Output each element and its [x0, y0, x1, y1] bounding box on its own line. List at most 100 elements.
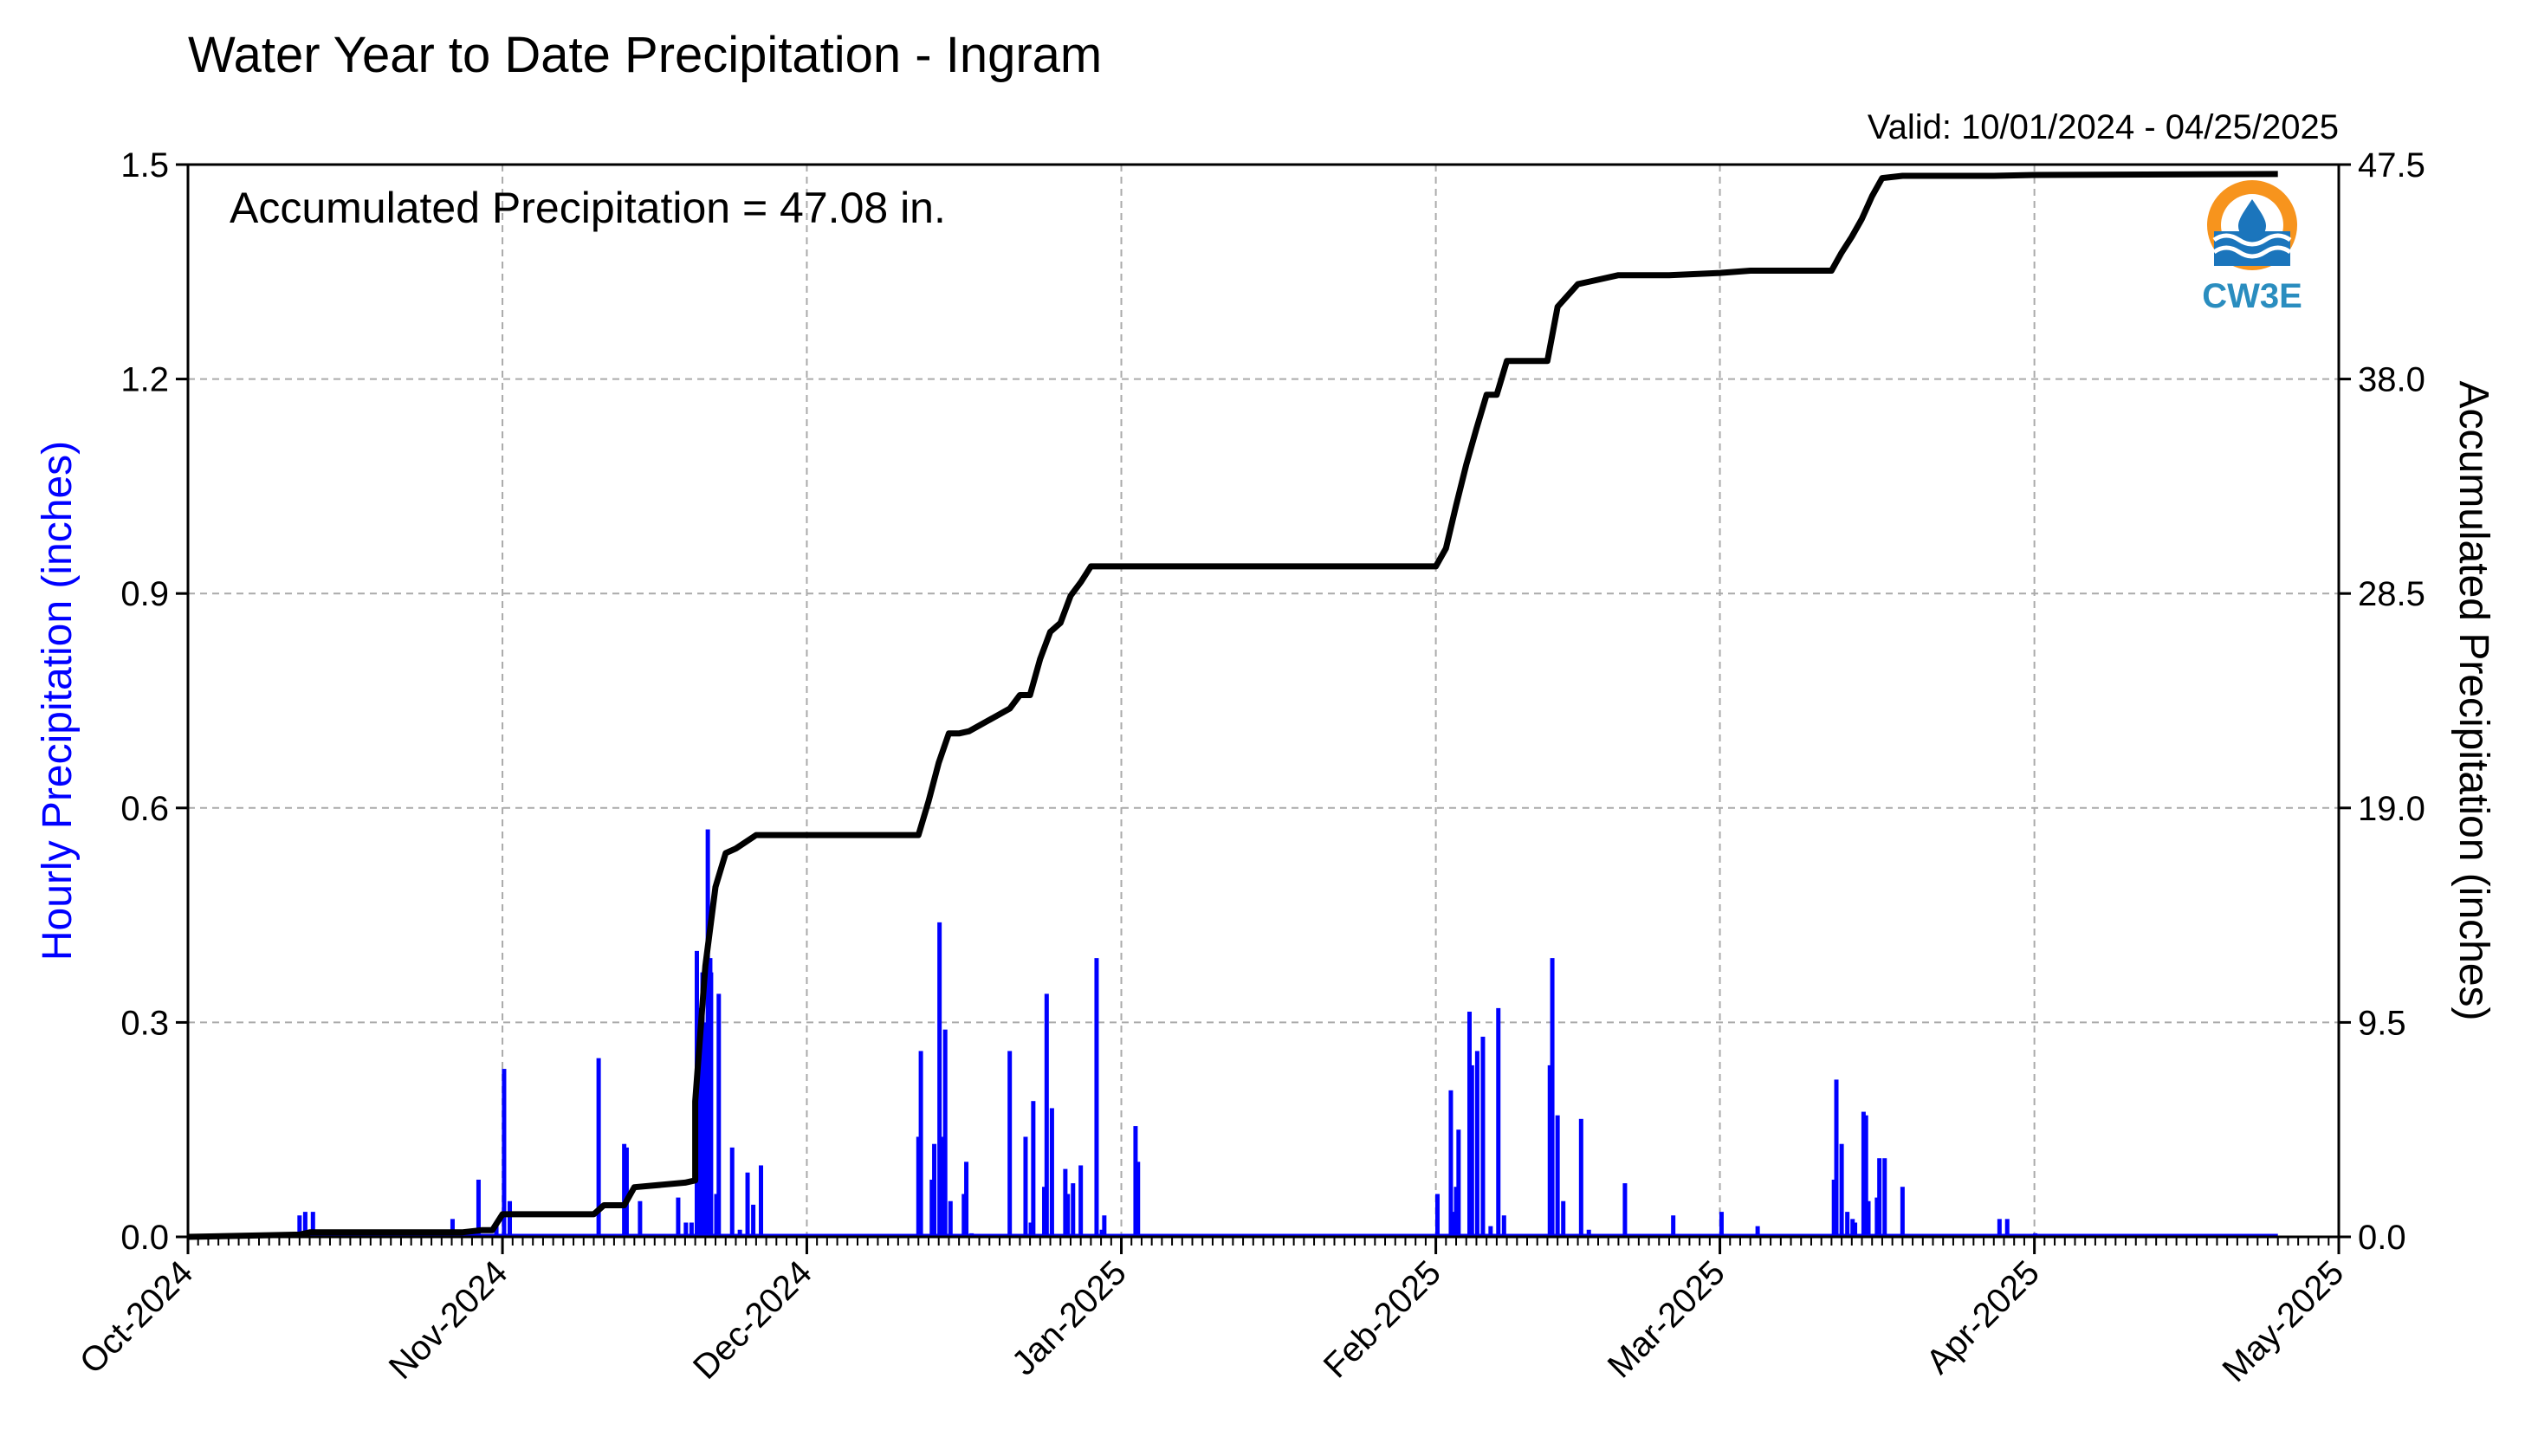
precip-bar [1845, 1212, 1850, 1237]
precip-bar [1094, 958, 1099, 1237]
accumulated-precip-line [187, 171, 2278, 1240]
precip-bar [1586, 1229, 1591, 1237]
precip-bar [702, 1022, 708, 1237]
precip-bar [1453, 1187, 1459, 1237]
precip-bar [1866, 1200, 1871, 1237]
right-axis: 0.0 9.5 19.0 28.5 38.0 47.5 [2339, 146, 2425, 1257]
chart-title: Water Year to Date Precipitation - Ingra… [188, 27, 1102, 83]
logo-wave [2212, 233, 2292, 247]
valid-date-range: Valid: 10/01/2024 - 04/25/2025 [1868, 108, 2339, 146]
precip-bar [745, 1172, 750, 1237]
precip-bar [696, 1007, 702, 1237]
precip-bar [940, 1136, 945, 1237]
precip-bar [1547, 1064, 1552, 1237]
precip-bar [508, 1200, 513, 1237]
precip-bar [1719, 1212, 1724, 1237]
precip-bar [700, 972, 705, 1237]
left-tick-label: 0.3 [120, 1004, 169, 1042]
precip-bar [929, 1179, 935, 1237]
precip-bar [1099, 1229, 1104, 1237]
precip-bar [1874, 1197, 1880, 1237]
precip-bar [714, 1194, 719, 1237]
precip-bar [1622, 1183, 1628, 1237]
precip-bar [1555, 1115, 1560, 1237]
precip-bar [1133, 1126, 1138, 1237]
precip-bar [1007, 1051, 1013, 1237]
precip-bar [302, 1212, 308, 1237]
precip-bar [1496, 1007, 1501, 1237]
precip-bar [1900, 1187, 1905, 1237]
precip-bar [932, 1143, 937, 1237]
precip-bar [1434, 1194, 1440, 1237]
precip-bar [948, 1200, 953, 1237]
precip-bar [310, 1212, 315, 1237]
precip-bar [918, 1051, 923, 1237]
left-tick-label: 0.6 [120, 790, 169, 828]
precip-bar [502, 1069, 507, 1237]
precip-bar [1028, 1222, 1033, 1237]
precip-bar [916, 1136, 921, 1237]
precip-bar [1831, 1179, 1836, 1237]
precip-bar [1023, 1136, 1028, 1237]
precip-bar [622, 1143, 627, 1237]
left-tick-label: 0.0 [120, 1219, 169, 1257]
precip-bar [1448, 1090, 1453, 1237]
precip-bar [1480, 1036, 1486, 1237]
accumulated-total-annotation: Accumulated Precipitation = 47.08 in. [230, 184, 946, 232]
precip-bar [1466, 1012, 1472, 1237]
precip-bar [964, 1162, 969, 1237]
precip-bar [1501, 1215, 1506, 1237]
precip-bar [961, 1194, 967, 1237]
precip-bar [709, 972, 714, 1237]
right-tick-label: 9.5 [2358, 1004, 2406, 1042]
right-axis-label: Accumulated Precipitation (inches) [2451, 380, 2496, 1020]
precip-bar [1469, 1064, 1474, 1237]
precip-bar [1834, 1079, 1839, 1237]
precip-bar [676, 1197, 681, 1237]
cw3e-logo: CW3E [2202, 180, 2302, 315]
precip-bar [1861, 1111, 1866, 1237]
logo-text: CW3E [2202, 277, 2302, 315]
precip-bar [705, 829, 710, 1237]
precip-bar [2004, 1219, 2010, 1237]
precip-bar [1049, 1108, 1054, 1237]
precip-bar [297, 1215, 302, 1237]
precip-bar [1863, 1115, 1868, 1237]
precip-bar [737, 1229, 742, 1237]
precip-bar [596, 1058, 601, 1237]
precip-bar [1997, 1219, 2002, 1237]
precip-bar [1839, 1143, 1844, 1237]
precip-bar [1561, 1200, 1566, 1237]
precip-bar [2033, 1233, 2038, 1237]
logo-wave [2212, 245, 2292, 259]
left-axis-label: Hourly Precipitation (inches) [35, 441, 81, 961]
hourly-bars [188, 829, 2278, 1237]
precip-bar [716, 993, 722, 1237]
precip-bar [689, 1222, 694, 1237]
precip-bar [1078, 1165, 1084, 1237]
precip-bar [494, 1222, 499, 1237]
precip-bar [476, 1179, 481, 1237]
precip-bar [638, 1200, 643, 1237]
left-tick-label: 1.2 [120, 361, 169, 399]
precip-bar [450, 1219, 455, 1237]
precip-bar [1853, 1222, 1858, 1237]
precip-bar [1456, 1129, 1461, 1237]
precip-bar [624, 1147, 629, 1237]
precip-bar [1044, 993, 1049, 1237]
precip-bar [969, 1233, 974, 1237]
right-tick-label: 19.0 [2358, 790, 2425, 828]
precip-bar [1877, 1158, 1882, 1237]
accumulated-line-group [187, 171, 2278, 1240]
precip-bar [1102, 1215, 1107, 1237]
precip-bar [751, 1204, 756, 1237]
precip-bar [937, 922, 942, 1237]
precip-bar [1063, 1168, 1068, 1237]
precip-bar [1488, 1226, 1493, 1237]
grid-lines [188, 165, 2339, 1237]
left-tick-label: 1.5 [120, 146, 169, 184]
precip-bar [1578, 1118, 1583, 1237]
precip-bar [1550, 958, 1555, 1237]
precip-bar [1136, 1162, 1141, 1237]
